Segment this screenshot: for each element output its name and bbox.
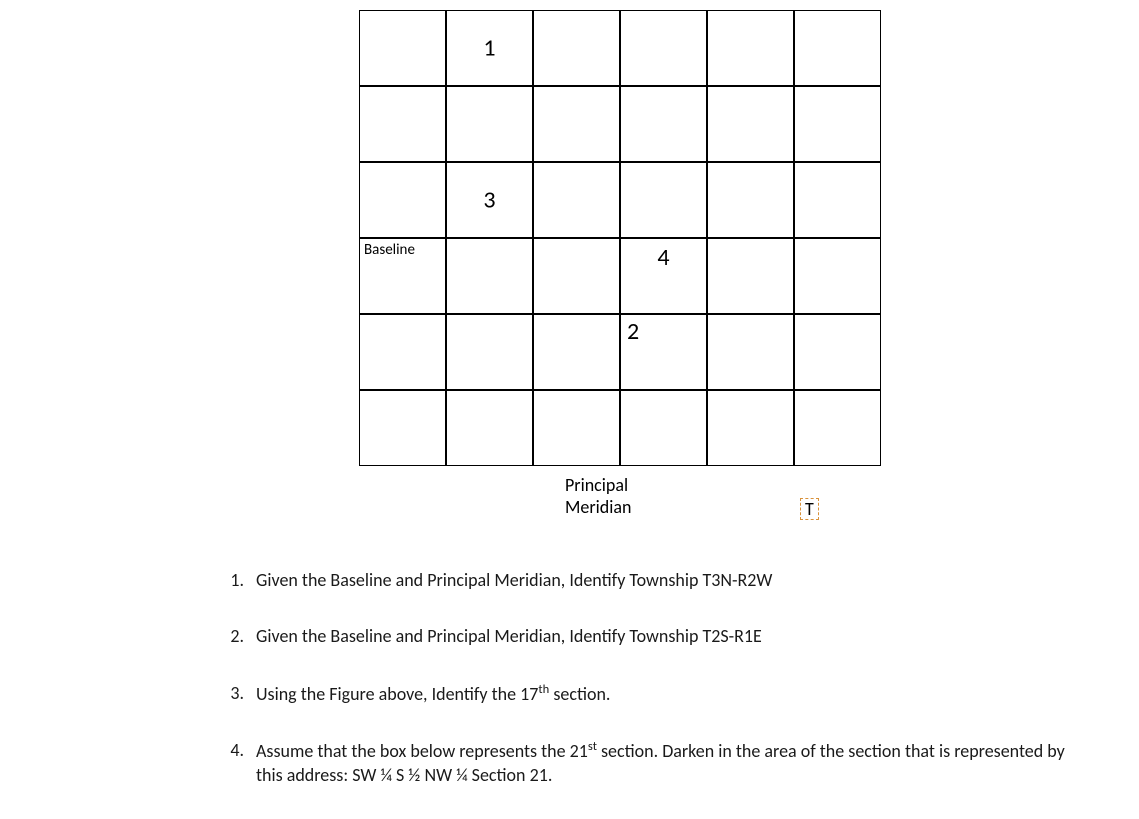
grid-cell: 1 [446,10,533,86]
grid-cell [620,162,707,238]
question-number: 4. [220,738,256,788]
grid-cell: 2 [620,314,707,390]
question-item: 1.Given the Baseline and Principal Merid… [220,568,1080,592]
grid-cell [359,162,446,238]
grid-cell [533,162,620,238]
grid-cell [794,238,881,314]
question-number: 2. [220,624,256,648]
grid-cell [707,10,794,86]
cell-label: 4 [621,243,706,272]
township-grid-wrap: 1 3 Baseline 4 2 [359,10,881,466]
question-item: 4.Assume that the box below represents t… [220,738,1080,788]
grid-cell [620,86,707,162]
principal-meridian-label: PrincipalMeridian [565,475,631,518]
grid-cell [794,86,881,162]
question-item: 2.Given the Baseline and Principal Merid… [220,624,1080,648]
grid-cell [707,162,794,238]
grid-cell [620,390,707,466]
grid-cell [533,10,620,86]
question-text: Given the Baseline and Principal Meridia… [256,568,1080,592]
grid-cell [446,390,533,466]
grid-cell: 4 [620,238,707,314]
grid-cell: 3 [446,162,533,238]
grid-cell [707,86,794,162]
grid-cell: Baseline [359,238,446,314]
grid-cell [533,314,620,390]
cell-label: Baseline [364,241,415,259]
question-text: Given the Baseline and Principal Meridia… [256,624,1080,648]
grid-cell [707,390,794,466]
cell-label: 3 [447,186,532,215]
grid-cell [794,390,881,466]
grid-cell [533,390,620,466]
grid-cell [533,238,620,314]
grid-cell [794,162,881,238]
cell-label: 1 [447,34,532,63]
grid-cell [533,86,620,162]
grid-cell [707,238,794,314]
question-list: 1.Given the Baseline and Principal Merid… [180,568,1080,819]
question-number: 3. [220,681,256,706]
grid-cell [359,86,446,162]
question-text: Using the Figure above, Identify the 17t… [256,681,1080,706]
grid-cell [446,86,533,162]
question-number: 1. [220,568,256,592]
grid-cell [359,10,446,86]
cell-label: 2 [627,317,639,346]
question-item: 3.Using the Figure above, Identify the 1… [220,681,1080,706]
question-text: Assume that the box below represents the… [256,738,1080,788]
grid-cell [794,314,881,390]
t-marker-box: T [800,498,819,520]
principal-meridian-line [619,10,621,466]
grid-cell [446,314,533,390]
grid-cell [707,314,794,390]
grid-cell [620,10,707,86]
grid-cell [359,314,446,390]
grid-cell [446,238,533,314]
grid-cell [794,10,881,86]
grid-cell [359,390,446,466]
